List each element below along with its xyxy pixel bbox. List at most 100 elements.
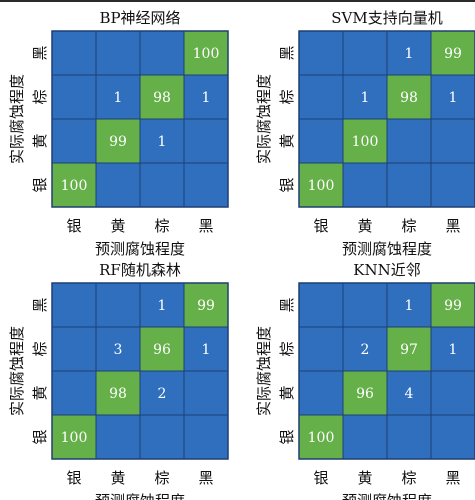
y-tick-label: 棕 xyxy=(278,89,296,104)
x-axis-label: 预测腐蚀程度 xyxy=(95,240,185,258)
matrix-cell xyxy=(342,162,388,208)
cell-value: 98 xyxy=(153,90,171,106)
cell-value: 1 xyxy=(202,90,211,106)
matrix-cell xyxy=(386,370,432,416)
cell-value: 99 xyxy=(444,298,462,314)
y-tick-label: 黄 xyxy=(278,133,296,148)
x-tick-label: 黑 xyxy=(198,469,213,487)
y-tick-label: 黑 xyxy=(31,45,49,60)
matrix-cell xyxy=(183,414,229,460)
matrix-cell xyxy=(342,118,388,164)
y-axis-label: 实际腐蚀程度 xyxy=(8,74,26,164)
x-tick-label: 黄 xyxy=(357,217,372,235)
y-tick-label: 黑 xyxy=(278,45,296,60)
matrix-cell xyxy=(183,370,229,416)
cell-value: 1 xyxy=(202,342,211,358)
panel-title: KNN近邻 xyxy=(353,261,420,279)
cell-value: 100 xyxy=(193,46,220,62)
x-tick-label: 银 xyxy=(313,469,328,487)
cell-value: 99 xyxy=(197,298,215,314)
x-tick-label: 黑 xyxy=(445,469,460,487)
x-tick-label: 黄 xyxy=(110,217,125,235)
cell-value: 98 xyxy=(109,386,127,402)
cell-value: 100 xyxy=(61,430,88,446)
matrix-cell xyxy=(298,370,344,416)
matrix-cell xyxy=(51,118,97,164)
matrix-cell xyxy=(430,74,475,120)
y-axis-label: 实际腐蚀程度 xyxy=(8,326,26,416)
y-tick-label: 银 xyxy=(278,177,296,192)
cell-value: 2 xyxy=(158,386,167,402)
cell-value: 96 xyxy=(153,342,171,358)
matrix-border xyxy=(51,30,229,208)
x-tick-label: 银 xyxy=(313,217,328,235)
x-tick-label: 黑 xyxy=(445,217,460,235)
matrix-cell xyxy=(386,118,432,164)
x-axis-label: 预测腐蚀程度 xyxy=(342,240,432,258)
matrix-cell xyxy=(342,282,388,328)
x-tick-label: 银 xyxy=(66,217,81,235)
cell-value: 98 xyxy=(400,90,418,106)
x-tick-label: 黄 xyxy=(110,469,125,487)
matrix-cell xyxy=(298,118,344,164)
matrix-cell xyxy=(95,30,141,76)
cell-value: 1 xyxy=(449,90,458,106)
cell-value: 99 xyxy=(109,134,127,150)
matrix-cell xyxy=(95,162,141,208)
matrix-cell xyxy=(298,30,344,76)
x-tick-label: 黑 xyxy=(198,217,213,235)
x-axis-label: 预测腐蚀程度 xyxy=(95,492,185,500)
matrix-cell xyxy=(386,74,432,120)
top-rule xyxy=(0,0,475,2)
y-tick-label: 黑 xyxy=(31,297,49,312)
cell-value: 97 xyxy=(400,342,418,358)
matrix-cell xyxy=(51,282,97,328)
y-tick-label: 棕 xyxy=(31,89,49,104)
cell-value: 3 xyxy=(114,342,123,358)
matrix-cell xyxy=(298,282,344,328)
y-tick-label: 黑 xyxy=(278,297,296,312)
cell-value: 2 xyxy=(361,342,370,358)
cell-value: 100 xyxy=(308,178,335,194)
cell-value: 1 xyxy=(405,46,414,62)
matrix-cell xyxy=(430,282,475,328)
panel-title: RF随机森林 xyxy=(99,261,181,279)
y-tick-label: 黄 xyxy=(278,385,296,400)
x-tick-label: 棕 xyxy=(154,217,169,235)
matrix-cell xyxy=(386,162,432,208)
matrix-border xyxy=(298,282,475,460)
cell-value: 1 xyxy=(405,298,414,314)
x-tick-label: 棕 xyxy=(401,217,416,235)
y-tick-label: 银 xyxy=(278,429,296,444)
matrix-cell xyxy=(183,118,229,164)
matrix-cell xyxy=(298,326,344,372)
matrix-cell xyxy=(95,370,141,416)
cell-value: 1 xyxy=(114,90,123,106)
matrix-cell xyxy=(95,414,141,460)
matrix-cell xyxy=(298,74,344,120)
matrix-cell xyxy=(342,414,388,460)
panel-title: SVM支持向量机 xyxy=(331,9,442,27)
cell-value: 1 xyxy=(158,298,167,314)
matrix-cell xyxy=(386,414,432,460)
matrix-cell xyxy=(298,162,344,208)
matrix-border xyxy=(51,282,229,460)
x-tick-label: 银 xyxy=(66,469,81,487)
matrix-cell xyxy=(183,282,229,328)
matrix-cell xyxy=(430,370,475,416)
matrix-cell xyxy=(386,326,432,372)
cell-value: 1 xyxy=(158,134,167,150)
matrix-cell xyxy=(342,326,388,372)
matrix-cell xyxy=(386,30,432,76)
x-tick-label: 黄 xyxy=(357,469,372,487)
x-tick-label: 棕 xyxy=(401,469,416,487)
matrix-cell xyxy=(430,162,475,208)
matrix-cell xyxy=(95,326,141,372)
y-axis-label: 实际腐蚀程度 xyxy=(255,74,273,164)
cell-value: 100 xyxy=(61,178,88,194)
matrix-cell xyxy=(95,282,141,328)
y-tick-label: 黄 xyxy=(31,133,49,148)
matrix-cell xyxy=(139,162,185,208)
cell-value: 1 xyxy=(449,342,458,358)
